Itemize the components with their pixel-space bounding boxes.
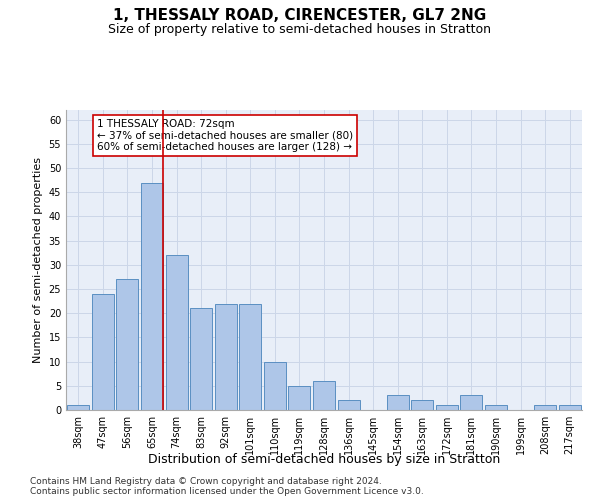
Bar <box>460 396 482 410</box>
Bar <box>264 362 286 410</box>
Bar <box>386 396 409 410</box>
Bar <box>92 294 114 410</box>
Text: Contains public sector information licensed under the Open Government Licence v3: Contains public sector information licen… <box>30 488 424 496</box>
Bar <box>141 182 163 410</box>
Bar <box>338 400 359 410</box>
Bar <box>411 400 433 410</box>
Bar <box>239 304 262 410</box>
Bar <box>313 381 335 410</box>
Bar <box>559 405 581 410</box>
Bar <box>485 405 507 410</box>
Bar <box>166 255 188 410</box>
Bar <box>289 386 310 410</box>
Text: Contains HM Land Registry data © Crown copyright and database right 2024.: Contains HM Land Registry data © Crown c… <box>30 478 382 486</box>
Y-axis label: Number of semi-detached properties: Number of semi-detached properties <box>33 157 43 363</box>
Bar <box>534 405 556 410</box>
Bar <box>215 304 237 410</box>
Text: 1, THESSALY ROAD, CIRENCESTER, GL7 2NG: 1, THESSALY ROAD, CIRENCESTER, GL7 2NG <box>113 8 487 22</box>
Text: Distribution of semi-detached houses by size in Stratton: Distribution of semi-detached houses by … <box>148 452 500 466</box>
Text: 1 THESSALY ROAD: 72sqm
← 37% of semi-detached houses are smaller (80)
60% of sem: 1 THESSALY ROAD: 72sqm ← 37% of semi-det… <box>97 119 353 152</box>
Text: Size of property relative to semi-detached houses in Stratton: Size of property relative to semi-detach… <box>109 22 491 36</box>
Bar <box>116 280 139 410</box>
Bar <box>67 405 89 410</box>
Bar <box>190 308 212 410</box>
Bar <box>436 405 458 410</box>
